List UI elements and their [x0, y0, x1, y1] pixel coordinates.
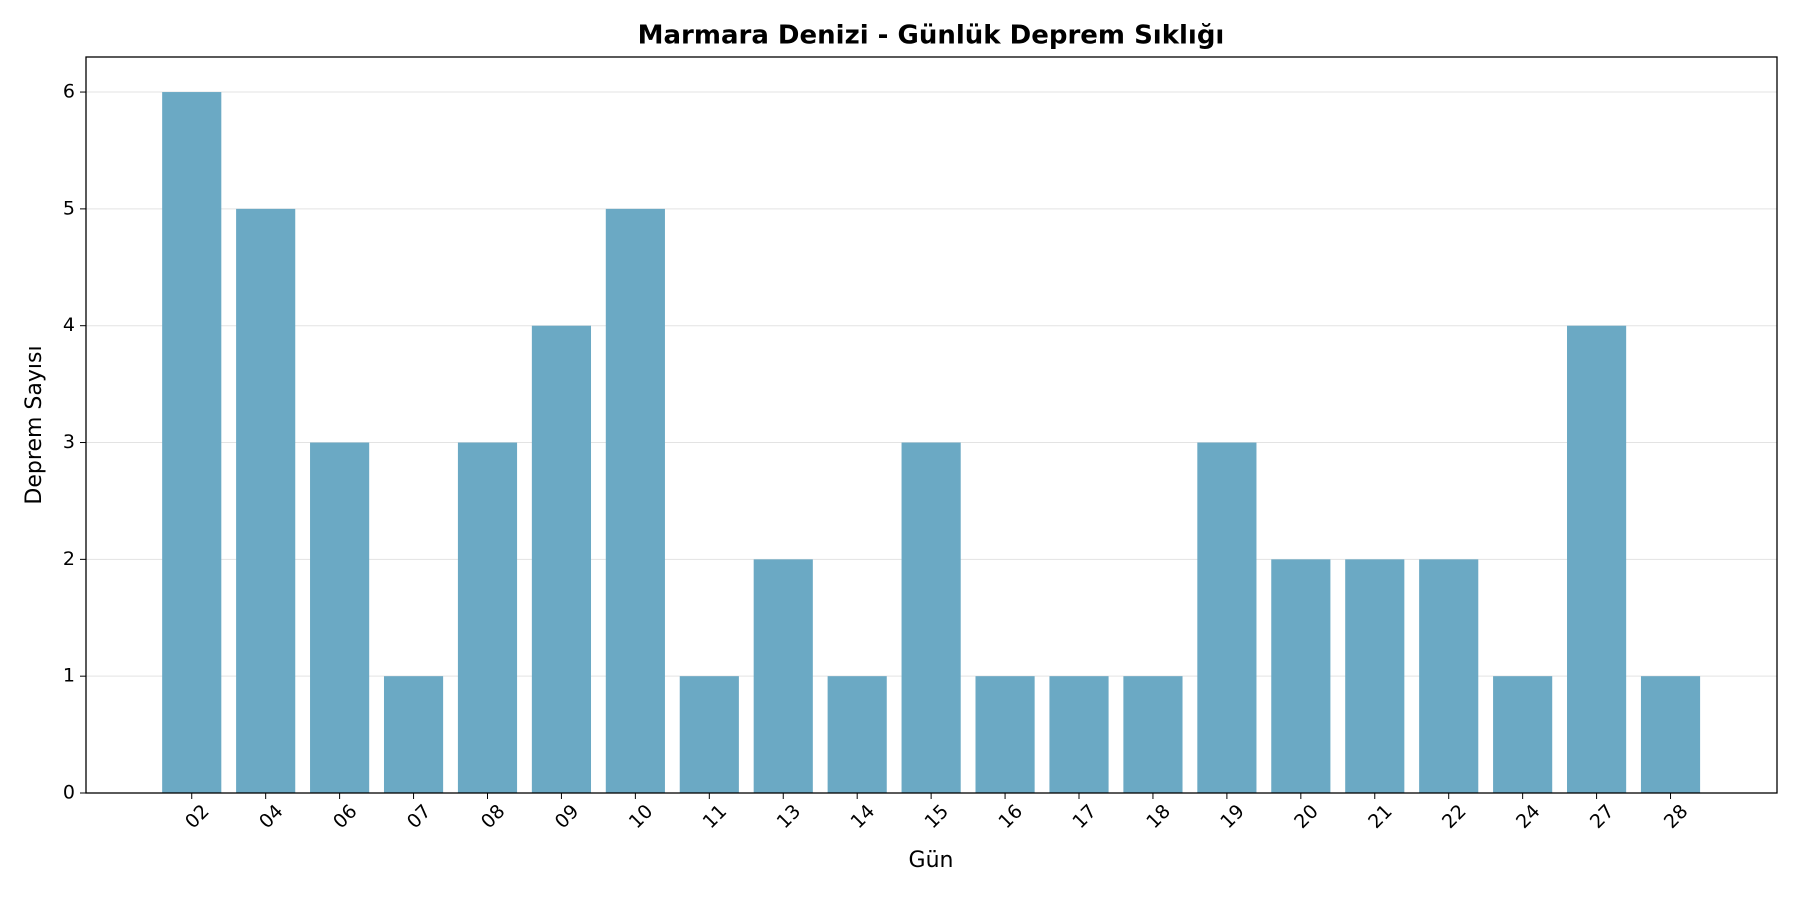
x-tick-label: 10 — [625, 800, 658, 833]
bar — [753, 559, 813, 793]
x-tick-label: 08 — [477, 800, 510, 833]
plot-frame — [85, 56, 1778, 794]
bar — [901, 442, 961, 793]
bar — [310, 442, 370, 793]
bar — [1271, 559, 1331, 793]
y-tick-label: 1 — [63, 665, 75, 687]
y-axis-label: Deprem Sayısı — [22, 345, 47, 504]
bar — [605, 208, 665, 793]
bar — [1419, 559, 1479, 793]
x-tick-label: 18 — [1142, 800, 1175, 833]
x-tick-label: 11 — [699, 800, 732, 833]
x-tick-label: 06 — [329, 800, 362, 833]
y-tick-label: 6 — [63, 81, 75, 103]
bar — [679, 676, 739, 793]
bar — [531, 325, 592, 793]
bar — [1640, 676, 1701, 793]
bar — [1197, 442, 1257, 793]
bar — [383, 676, 444, 793]
x-tick-label: 28 — [1660, 800, 1693, 833]
x-tick-label: 09 — [551, 800, 584, 833]
x-tick-label: 15 — [920, 800, 953, 833]
x-tick-label: 16 — [994, 800, 1027, 833]
bar — [1345, 559, 1405, 793]
bar — [457, 442, 518, 793]
bar — [1123, 676, 1183, 793]
x-tick-label: 13 — [773, 800, 806, 833]
bar — [1567, 325, 1627, 793]
bar — [975, 676, 1035, 793]
y-tick-label: 3 — [63, 431, 75, 453]
x-tick-label: 19 — [1216, 800, 1249, 833]
x-tick-label: 17 — [1068, 800, 1101, 833]
x-tick-label: 27 — [1586, 800, 1619, 833]
y-tick-label: 4 — [63, 314, 75, 336]
x-tick-label: 14 — [847, 800, 880, 833]
bar — [827, 676, 887, 793]
bar — [1049, 676, 1109, 793]
bar — [162, 92, 222, 794]
x-tick-label: 02 — [181, 800, 214, 833]
x-tick-label: 04 — [255, 800, 288, 833]
x-axis-label: Gün — [909, 848, 954, 873]
y-tick-label: 2 — [63, 548, 75, 570]
x-tick-label: 21 — [1364, 800, 1397, 833]
y-tick-label: 5 — [63, 197, 75, 219]
x-tick-label: 07 — [403, 800, 436, 833]
chart-title: Marmara Denizi - Günlük Deprem Sıklığı — [638, 21, 1225, 51]
x-tick-label: 22 — [1438, 800, 1471, 833]
x-tick-label: 20 — [1290, 800, 1323, 833]
y-tick-label: 0 — [63, 782, 75, 804]
x-tick-label: 24 — [1512, 800, 1545, 833]
bar — [236, 208, 296, 793]
bar — [1493, 676, 1553, 793]
